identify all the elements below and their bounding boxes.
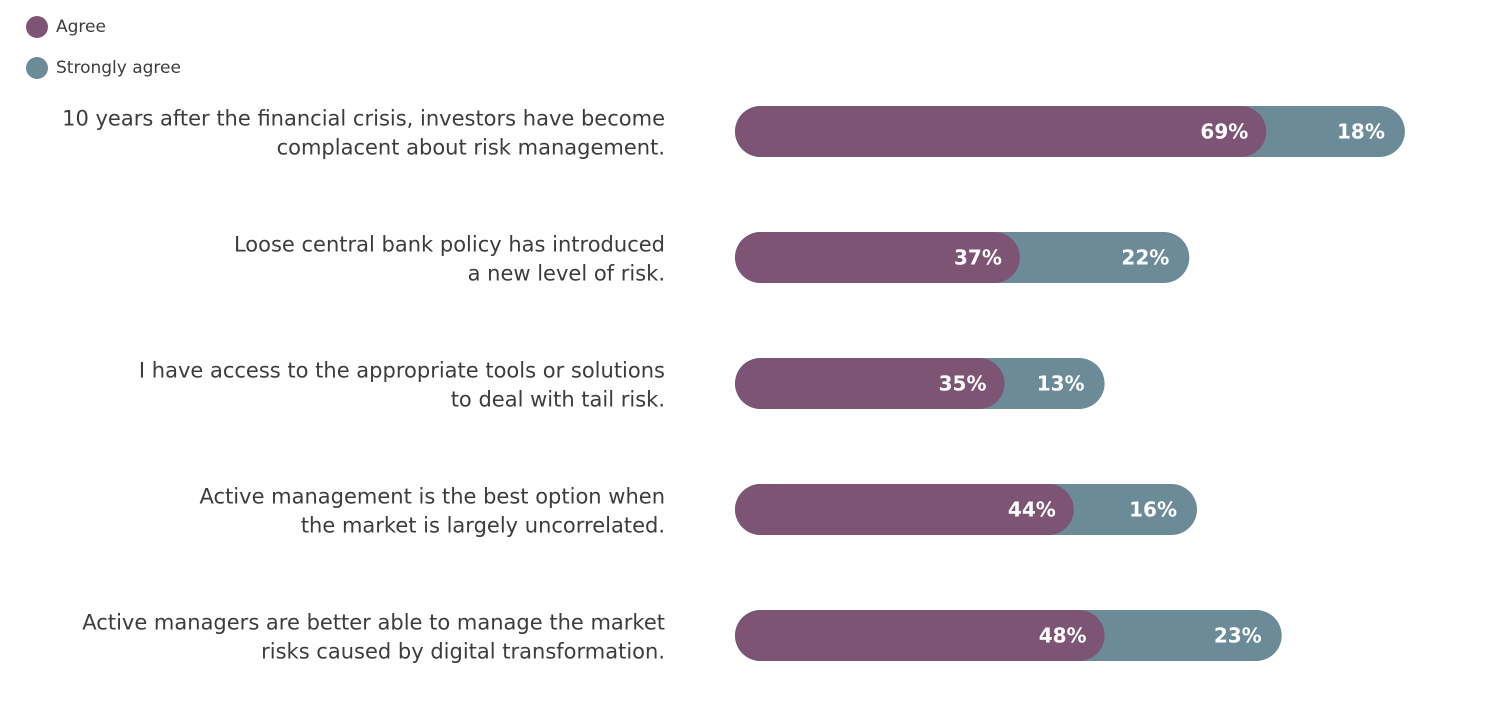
row-label-line: Loose central bank policy has introduced: [234, 233, 665, 257]
row-label: Active managers are better able to manag…: [82, 611, 665, 664]
legend-item-strongly-agree: Strongly agree: [26, 57, 181, 79]
legend: Agree Strongly agree: [26, 16, 181, 98]
value-label-strongly-agree: 23%: [1214, 624, 1262, 648]
value-label-agree: 37%: [954, 246, 1002, 270]
row-label: Loose central bank policy has introduced…: [234, 233, 665, 286]
row-label-line: to deal with tail risk.: [451, 388, 665, 412]
row-label-line: a new level of risk.: [468, 262, 665, 286]
value-label-agree: 48%: [1039, 624, 1087, 648]
value-label-strongly-agree: 18%: [1337, 120, 1385, 144]
value-label-strongly-agree: 16%: [1129, 498, 1177, 522]
bar-agree: [735, 610, 1105, 661]
bar-agree: [735, 106, 1267, 157]
legend-item-agree: Agree: [26, 16, 181, 38]
legend-swatch-strongly-agree: [26, 57, 48, 79]
value-label-agree: 44%: [1008, 498, 1056, 522]
row-label-line: the market is largely uncorrelated.: [301, 514, 665, 538]
value-label-strongly-agree: 22%: [1121, 246, 1169, 270]
row-label-line: Active management is the best option whe…: [200, 485, 665, 509]
legend-swatch-agree: [26, 16, 48, 38]
row-label: 10 years after the financial crisis, inv…: [62, 107, 665, 160]
row-label: I have access to the appropriate tools o…: [139, 359, 665, 412]
value-label-agree: 35%: [939, 372, 987, 396]
row-label-line: Active managers are better able to manag…: [82, 611, 665, 635]
row-label-line: I have access to the appropriate tools o…: [139, 359, 665, 383]
legend-label-strongly-agree: Strongly agree: [56, 58, 181, 78]
row-label: Active management is the best option whe…: [200, 485, 665, 538]
legend-label-agree: Agree: [56, 17, 106, 37]
value-label-agree: 69%: [1200, 120, 1248, 144]
row-label-line: 10 years after the financial crisis, inv…: [62, 107, 665, 131]
value-label-strongly-agree: 13%: [1037, 372, 1085, 396]
bar-agree: [735, 232, 1020, 283]
bar-agree: [735, 358, 1005, 409]
row-label-line: risks caused by digital transformation.: [261, 640, 665, 664]
row-label-line: complacent about risk management.: [277, 136, 665, 160]
bar-agree: [735, 484, 1074, 535]
